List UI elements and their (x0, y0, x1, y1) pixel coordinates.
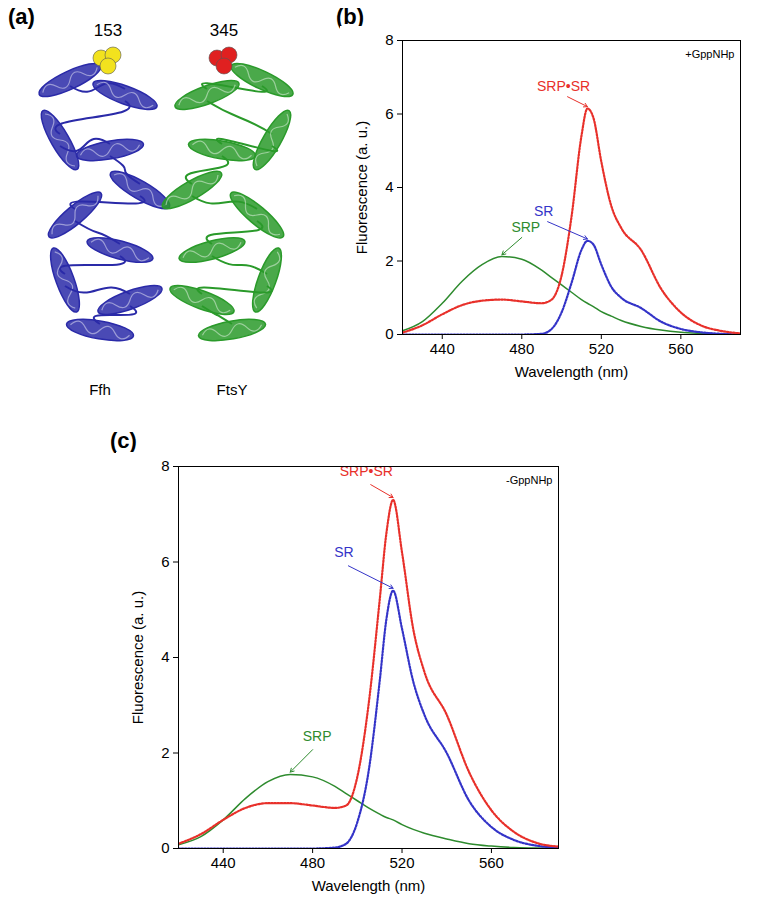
svg-text:6: 6 (385, 105, 393, 122)
svg-text:SR: SR (334, 544, 353, 560)
svg-text:480: 480 (300, 854, 325, 871)
svg-text:SRP: SRP (303, 728, 332, 744)
svg-text:560: 560 (479, 854, 504, 871)
svg-text:440: 440 (211, 854, 236, 871)
svg-text:8: 8 (161, 457, 169, 474)
svg-text:440: 440 (430, 340, 455, 357)
svg-text:0: 0 (161, 839, 169, 856)
svg-text:SRP•SR: SRP•SR (340, 463, 393, 479)
svg-text:8: 8 (385, 31, 393, 48)
svg-text:+GppNHp: +GppNHp (685, 48, 734, 60)
svg-text:345: 345 (210, 21, 238, 40)
svg-text:480: 480 (509, 340, 534, 357)
svg-text:4: 4 (385, 178, 393, 195)
svg-text:FtsY: FtsY (217, 381, 248, 398)
svg-text:Wavelength (nm): Wavelength (nm) (515, 363, 629, 380)
svg-text:2: 2 (161, 744, 169, 761)
svg-text:2: 2 (385, 252, 393, 269)
html-text:(c): (c) (110, 428, 137, 453)
svg-text:SR: SR (534, 203, 553, 219)
svg-text:520: 520 (589, 340, 614, 357)
svg-text:SRP•SR: SRP•SR (537, 78, 590, 94)
svg-text:Fluorescence (a. u.): Fluorescence (a. u.) (353, 121, 370, 254)
html-text:(b): (b) (336, 4, 365, 29)
svg-text:153: 153 (94, 21, 122, 40)
svg-text:SRP: SRP (511, 219, 540, 235)
svg-text:-GppNHp: -GppNHp (506, 474, 552, 486)
svg-text:Wavelength (nm): Wavelength (nm) (312, 877, 426, 894)
svg-text:0: 0 (385, 325, 393, 342)
svg-text:4: 4 (161, 648, 169, 665)
svg-text:Ffh: Ffh (89, 381, 111, 398)
html-text:(a): (a) (8, 4, 35, 29)
svg-text:560: 560 (668, 340, 693, 357)
svg-text:Fluorescence (a. u.): Fluorescence (a. u.) (129, 591, 146, 724)
svg-text:6: 6 (161, 553, 169, 570)
svg-text:520: 520 (390, 854, 415, 871)
